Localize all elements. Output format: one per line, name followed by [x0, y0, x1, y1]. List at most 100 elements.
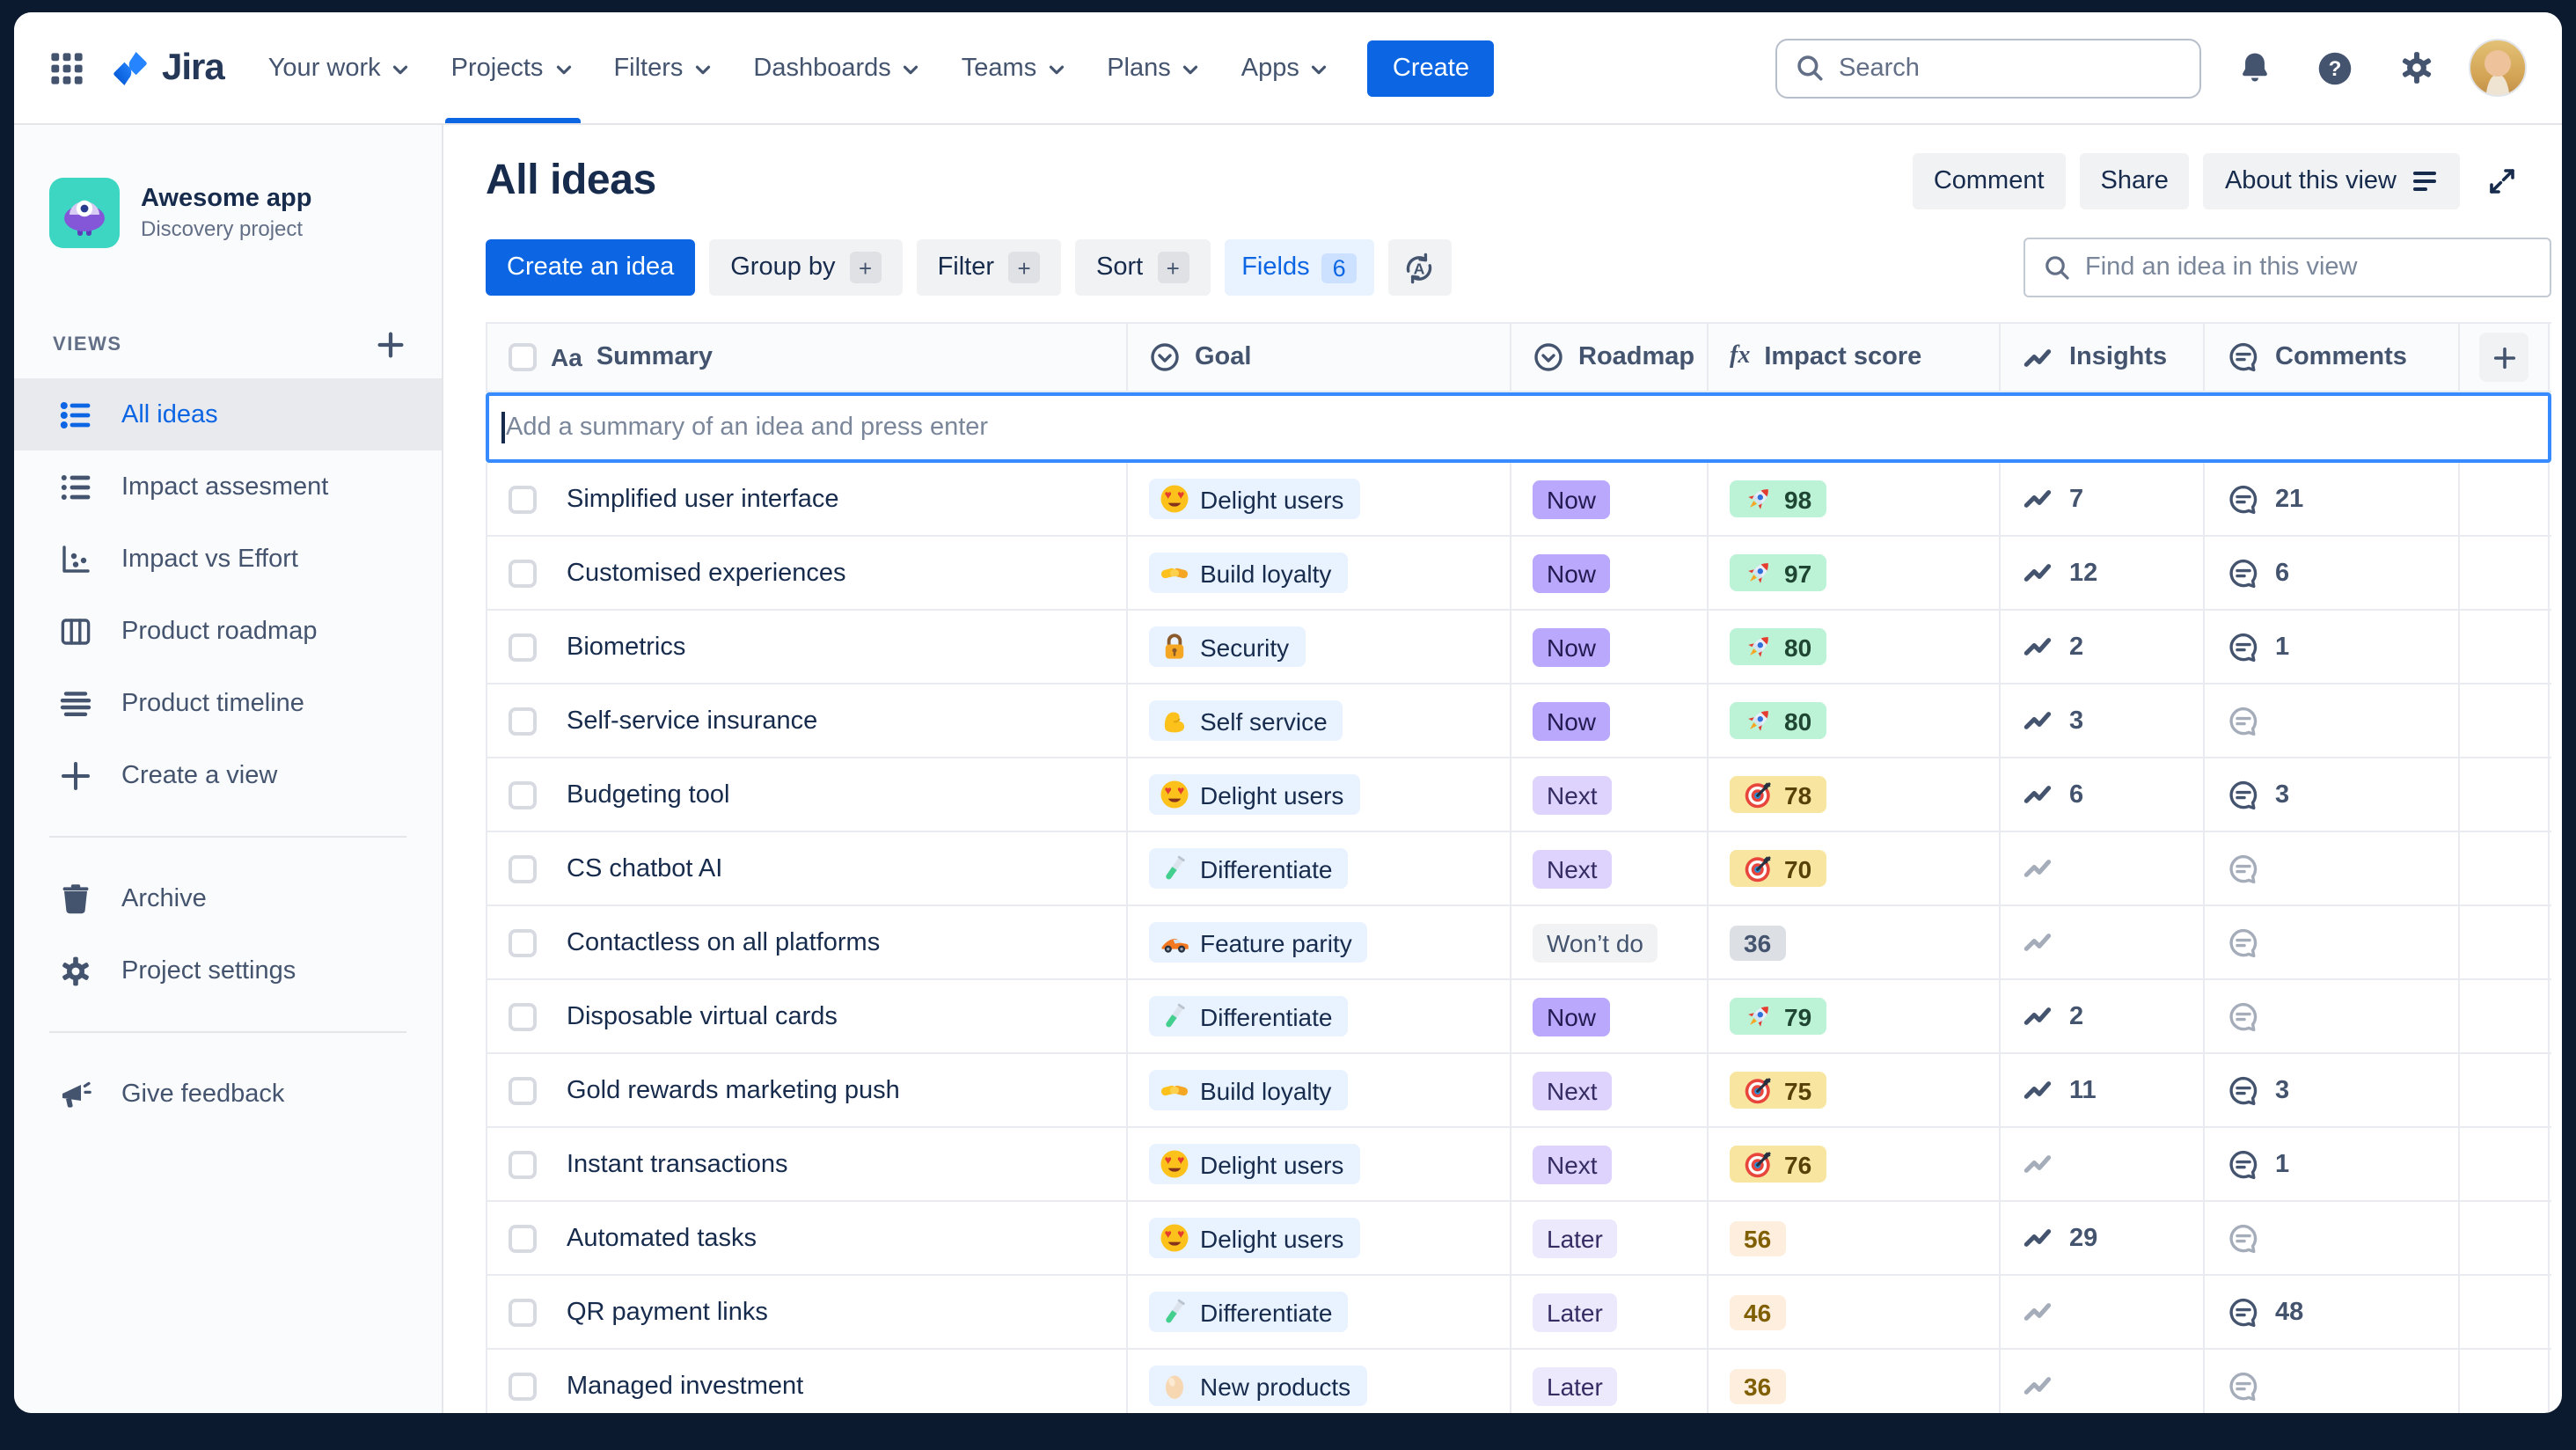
sidebar-view-product-roadmap[interactable]: Product roadmap	[14, 595, 442, 667]
insights-cell[interactable]: 12	[2001, 537, 2205, 609]
impact-score-cell[interactable]: 46	[1709, 1276, 2001, 1348]
nav-item-apps[interactable]: Apps	[1222, 12, 1350, 123]
summary-cell[interactable]: Contactless on all platforms	[486, 906, 1128, 978]
row-checkbox[interactable]	[509, 1150, 537, 1178]
row-checkbox[interactable]	[509, 1298, 537, 1326]
expand-view-button[interactable]	[2474, 153, 2530, 209]
comments-cell[interactable]: 3	[2205, 758, 2460, 831]
row-checkbox[interactable]	[509, 1224, 537, 1252]
column-header-comments[interactable]: Comments	[2205, 324, 2460, 391]
insights-cell[interactable]: 2	[2001, 980, 2205, 1052]
comments-cell[interactable]: 48	[2205, 1276, 2460, 1348]
summary-cell[interactable]: Simplified user interface	[486, 463, 1128, 535]
summary-cell[interactable]: CS chatbot AI	[486, 832, 1128, 904]
row-checkbox[interactable]	[509, 780, 537, 809]
goal-cell[interactable]: ♥ ♥ Delight users	[1128, 1128, 1511, 1200]
comments-cell[interactable]: 6	[2205, 537, 2460, 609]
table-row[interactable]: Biometrics Security Now 80 2 1	[486, 611, 2551, 685]
impact-score-cell[interactable]: 36	[1709, 906, 2001, 978]
auto-sort-button[interactable]: A	[1387, 239, 1452, 296]
find-idea-input[interactable]	[2085, 253, 2532, 282]
nav-item-dashboards[interactable]: Dashboards	[734, 12, 941, 123]
impact-score-cell[interactable]: 80	[1709, 611, 2001, 683]
roadmap-cell[interactable]: Next	[1511, 758, 1709, 831]
roadmap-cell[interactable]: Now	[1511, 685, 1709, 757]
insights-cell[interactable]	[2001, 906, 2205, 978]
app-switcher-button[interactable]	[39, 40, 95, 96]
nav-item-projects[interactable]: Projects	[432, 12, 595, 123]
comment-button[interactable]: Comment	[1912, 153, 2066, 209]
find-idea-search[interactable]	[2023, 238, 2551, 297]
row-checkbox[interactable]	[509, 928, 537, 956]
impact-score-cell[interactable]: 97	[1709, 537, 2001, 609]
summary-cell[interactable]: Automated tasks	[486, 1202, 1128, 1274]
sidebar-view-create-a-view[interactable]: Create a view	[14, 739, 442, 811]
roadmap-cell[interactable]: Now	[1511, 463, 1709, 535]
add-view-icon[interactable]	[375, 329, 406, 361]
row-checkbox[interactable]	[509, 1076, 537, 1104]
row-checkbox[interactable]	[509, 559, 537, 587]
summary-cell[interactable]: Disposable virtual cards	[486, 980, 1128, 1052]
table-row[interactable]: Automated tasks ♥ ♥ Delight users Later 56 29	[486, 1202, 2551, 1276]
summary-cell[interactable]: Budgeting tool	[486, 758, 1128, 831]
goal-cell[interactable]: ♥ ♥ Delight users	[1128, 463, 1511, 535]
roadmap-cell[interactable]: Won’t do	[1511, 906, 1709, 978]
table-row[interactable]: Managed investment New products Later 36	[486, 1350, 2551, 1413]
sidebar-item-archive[interactable]: Archive	[14, 862, 442, 934]
sidebar-view-all-ideas[interactable]: All ideas	[14, 378, 442, 450]
jira-logo[interactable]: Jira	[109, 47, 225, 89]
comments-cell[interactable]	[2205, 1350, 2460, 1413]
summary-cell[interactable]: QR payment links	[486, 1276, 1128, 1348]
goal-cell[interactable]: ♥ ♥ Delight users	[1128, 758, 1511, 831]
summary-cell[interactable]: Gold rewards marketing push	[486, 1054, 1128, 1126]
insights-cell[interactable]: 3	[2001, 685, 2205, 757]
comments-cell[interactable]: 21	[2205, 463, 2460, 535]
roadmap-cell[interactable]: Later	[1511, 1202, 1709, 1274]
column-header-roadmap[interactable]: Roadmap	[1511, 324, 1709, 391]
impact-score-cell[interactable]: 70	[1709, 832, 2001, 904]
global-search[interactable]	[1775, 38, 2201, 98]
impact-score-cell[interactable]: 80	[1709, 685, 2001, 757]
group-by-button[interactable]: Group by +	[709, 239, 903, 296]
table-row[interactable]: CS chatbot AI Differentiate Next 70	[486, 832, 2551, 906]
sidebar-view-impact-vs-effort[interactable]: Impact vs Effort	[14, 523, 442, 595]
summary-cell[interactable]: Self-service insurance	[486, 685, 1128, 757]
sidebar-view-impact-assesment[interactable]: Impact assesment	[14, 450, 442, 523]
column-header-goal[interactable]: Goal	[1128, 324, 1511, 391]
add-idea-row[interactable]: Add a summary of an idea and press enter	[486, 392, 2551, 463]
impact-score-cell[interactable]: 36	[1709, 1350, 2001, 1413]
about-this-view-button[interactable]: About this view	[2203, 153, 2460, 209]
table-row[interactable]: Gold rewards marketing push Build loyalty…	[486, 1054, 2551, 1128]
project-header[interactable]: Awesome app Discovery project	[14, 178, 442, 248]
row-checkbox[interactable]	[509, 1002, 537, 1030]
row-checkbox[interactable]	[509, 854, 537, 882]
comments-cell[interactable]	[2205, 980, 2460, 1052]
insights-cell[interactable]	[2001, 1128, 2205, 1200]
roadmap-cell[interactable]: Now	[1511, 537, 1709, 609]
insights-cell[interactable]	[2001, 1276, 2205, 1348]
insights-cell[interactable]: 2	[2001, 611, 2205, 683]
sidebar-view-product-timeline[interactable]: Product timeline	[14, 667, 442, 739]
roadmap-cell[interactable]: Now	[1511, 980, 1709, 1052]
help-button[interactable]: ?	[2307, 40, 2363, 96]
comments-cell[interactable]: 3	[2205, 1054, 2460, 1126]
goal-cell[interactable]: Feature parity	[1128, 906, 1511, 978]
fields-button[interactable]: Fields 6	[1224, 239, 1374, 296]
share-button[interactable]: Share	[2079, 153, 2190, 209]
goal-cell[interactable]: Build loyalty	[1128, 537, 1511, 609]
impact-score-cell[interactable]: 79	[1709, 980, 2001, 1052]
insights-cell[interactable]	[2001, 1350, 2205, 1413]
roadmap-cell[interactable]: Later	[1511, 1350, 1709, 1413]
row-checkbox[interactable]	[509, 707, 537, 735]
table-row[interactable]: QR payment links Differentiate Later 46 48	[486, 1276, 2551, 1350]
insights-cell[interactable]: 29	[2001, 1202, 2205, 1274]
row-checkbox[interactable]	[509, 633, 537, 661]
table-row[interactable]: Instant transactions ♥ ♥ Delight users Next 7…	[486, 1128, 2551, 1202]
table-row[interactable]: Disposable virtual cards Differentiate Now…	[486, 980, 2551, 1054]
notifications-button[interactable]	[2226, 40, 2282, 96]
goal-cell[interactable]: Differentiate	[1128, 1276, 1511, 1348]
create-idea-button[interactable]: Create an idea	[486, 239, 696, 296]
goal-cell[interactable]: New products	[1128, 1350, 1511, 1413]
impact-score-cell[interactable]: 98	[1709, 463, 2001, 535]
column-header-insights[interactable]: Insights	[2001, 324, 2205, 391]
